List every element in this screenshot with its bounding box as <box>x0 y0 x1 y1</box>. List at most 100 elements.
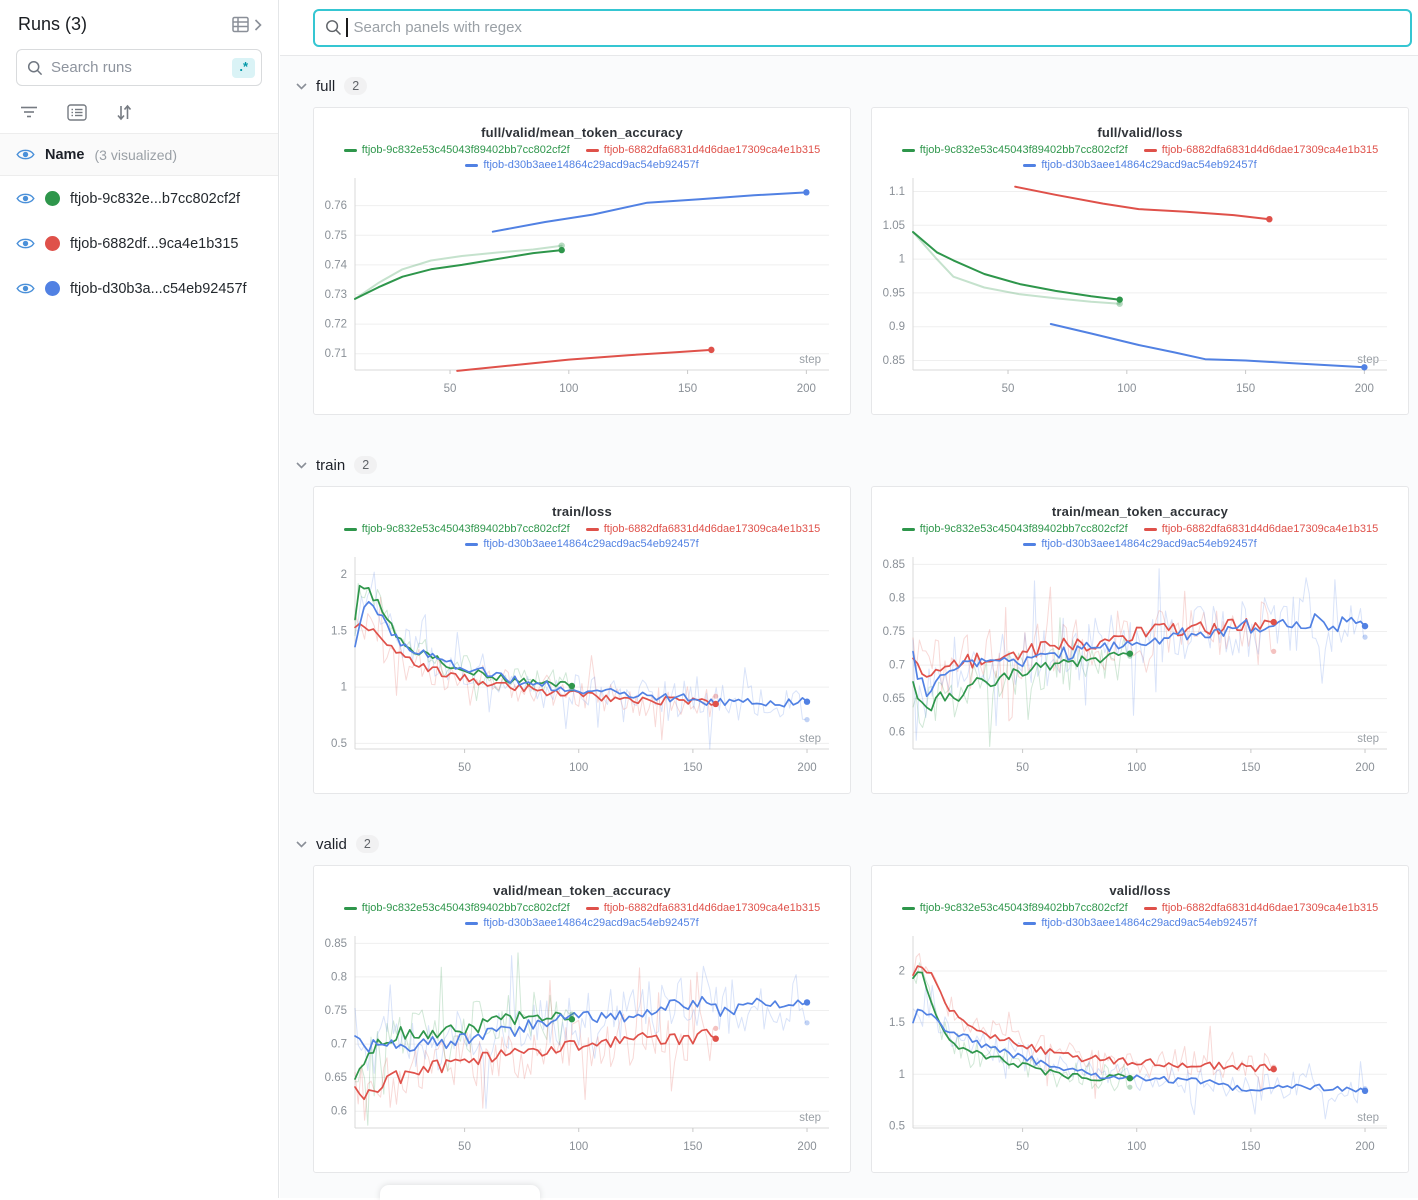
svg-text:2: 2 <box>899 965 905 977</box>
table-icon <box>232 16 252 34</box>
run-row[interactable]: ftjob-d30b3a...c54eb92457f <box>0 266 278 311</box>
regex-toggle-button[interactable]: .* <box>232 58 255 78</box>
legend-item: ftjob-d30b3aee14864c29acd9ac54eb92457f <box>465 916 698 931</box>
runs-title: Runs (3) <box>18 14 87 35</box>
svg-text:step: step <box>799 1112 821 1124</box>
svg-text:step: step <box>799 354 821 366</box>
eye-icon[interactable] <box>16 281 35 296</box>
svg-text:1.5: 1.5 <box>331 625 347 637</box>
legend-dash-icon <box>344 528 357 531</box>
section-label: valid <box>316 836 347 853</box>
run-row[interactable]: ftjob-6882df...9ca4e1b315 <box>0 221 278 266</box>
svg-text:0.7: 0.7 <box>331 1039 347 1051</box>
runs-table-expand-button[interactable] <box>232 16 262 34</box>
run-color-dot <box>45 191 60 206</box>
svg-text:100: 100 <box>1117 383 1136 395</box>
svg-text:1: 1 <box>899 254 905 266</box>
search-runs-placeholder: Search runs <box>51 59 224 76</box>
svg-text:1: 1 <box>341 682 347 694</box>
run-row[interactable]: ftjob-9c832e...b7cc802cf2f <box>0 176 278 221</box>
svg-text:200: 200 <box>1355 762 1374 774</box>
svg-text:1.5: 1.5 <box>889 1017 905 1029</box>
legend-dash-icon <box>344 149 357 152</box>
legend-run-name: ftjob-d30b3aee14864c29acd9ac54eb92457f <box>483 537 698 552</box>
chart-panel[interactable]: train/mean_token_accuracy ftjob-9c832e53c… <box>871 486 1409 794</box>
legend-run-name: ftjob-9c832e53c45043f89402bb7cc802cf2f <box>920 522 1128 537</box>
legend-item: ftjob-d30b3aee14864c29acd9ac54eb92457f <box>465 158 698 173</box>
legend-dash-icon <box>586 528 599 531</box>
search-panels-input[interactable]: Search panels with regex <box>313 9 1412 47</box>
text-caret <box>346 18 348 37</box>
legend-run-name: ftjob-d30b3aee14864c29acd9ac54eb92457f <box>483 916 698 931</box>
legend-run-name: ftjob-d30b3aee14864c29acd9ac54eb92457f <box>483 158 698 173</box>
legend-dash-icon <box>465 922 478 925</box>
svg-text:0.95: 0.95 <box>883 287 905 299</box>
legend-run-name: ftjob-d30b3aee14864c29acd9ac54eb92457f <box>1041 158 1256 173</box>
legend-dash-icon <box>1144 149 1157 152</box>
run-name: ftjob-6882df...9ca4e1b315 <box>70 236 239 252</box>
filter-icon[interactable] <box>20 104 38 120</box>
svg-text:0.75: 0.75 <box>883 626 905 638</box>
legend-item: ftjob-9c832e53c45043f89402bb7cc802cf2f <box>902 522 1128 537</box>
legend-dash-icon <box>465 164 478 167</box>
svg-text:100: 100 <box>1127 762 1146 774</box>
legend-run-name: ftjob-6882dfa6831d4d6dae17309ca4e1b315 <box>1162 901 1379 916</box>
search-runs-input[interactable]: Search runs .* <box>16 49 262 86</box>
svg-text:150: 150 <box>683 762 702 774</box>
legend-item: ftjob-6882dfa6831d4d6dae17309ca4e1b315 <box>1144 901 1379 916</box>
legend-dash-icon <box>586 149 599 152</box>
svg-text:150: 150 <box>683 1141 702 1153</box>
legend-dash-icon <box>902 149 915 152</box>
svg-text:100: 100 <box>559 383 578 395</box>
svg-text:50: 50 <box>458 762 471 774</box>
section-header-train[interactable]: train 2 <box>296 456 377 474</box>
list-settings-icon[interactable] <box>67 104 87 121</box>
svg-text:150: 150 <box>1236 383 1255 395</box>
legend-run-name: ftjob-9c832e53c45043f89402bb7cc802cf2f <box>920 901 1128 916</box>
svg-text:0.9: 0.9 <box>889 321 905 333</box>
eye-icon[interactable] <box>16 236 35 251</box>
svg-text:200: 200 <box>1355 1141 1374 1153</box>
search-panels-placeholder: Search panels with regex <box>354 19 522 36</box>
svg-text:200: 200 <box>1355 383 1374 395</box>
section-count-badge: 2 <box>354 456 377 474</box>
runs-name-header-row[interactable]: Name (3 visualized) <box>0 133 278 176</box>
legend-item: ftjob-6882dfa6831d4d6dae17309ca4e1b315 <box>1144 522 1379 537</box>
legend-run-name: ftjob-6882dfa6831d4d6dae17309ca4e1b315 <box>1162 143 1379 158</box>
run-list: ftjob-9c832e...b7cc802cf2f ftjob-6882df..… <box>0 176 278 311</box>
legend-run-name: ftjob-6882dfa6831d4d6dae17309ca4e1b315 <box>604 522 821 537</box>
svg-text:0.75: 0.75 <box>325 230 347 242</box>
chart-title: train/mean_token_accuracy <box>883 504 1397 519</box>
eye-icon[interactable] <box>16 191 35 206</box>
svg-text:2: 2 <box>341 569 347 581</box>
legend-item: ftjob-d30b3aee14864c29acd9ac54eb92457f <box>1023 916 1256 931</box>
legend-dash-icon <box>1023 543 1036 546</box>
svg-text:step: step <box>1357 733 1379 745</box>
legend-dash-icon <box>902 907 915 910</box>
legend-item: ftjob-9c832e53c45043f89402bb7cc802cf2f <box>902 143 1128 158</box>
svg-text:0.73: 0.73 <box>325 289 347 301</box>
eye-icon[interactable] <box>16 147 35 162</box>
section-label: train <box>316 457 345 474</box>
legend-dash-icon <box>1144 528 1157 531</box>
sort-icon[interactable] <box>116 104 132 121</box>
section-label: full <box>316 78 335 95</box>
